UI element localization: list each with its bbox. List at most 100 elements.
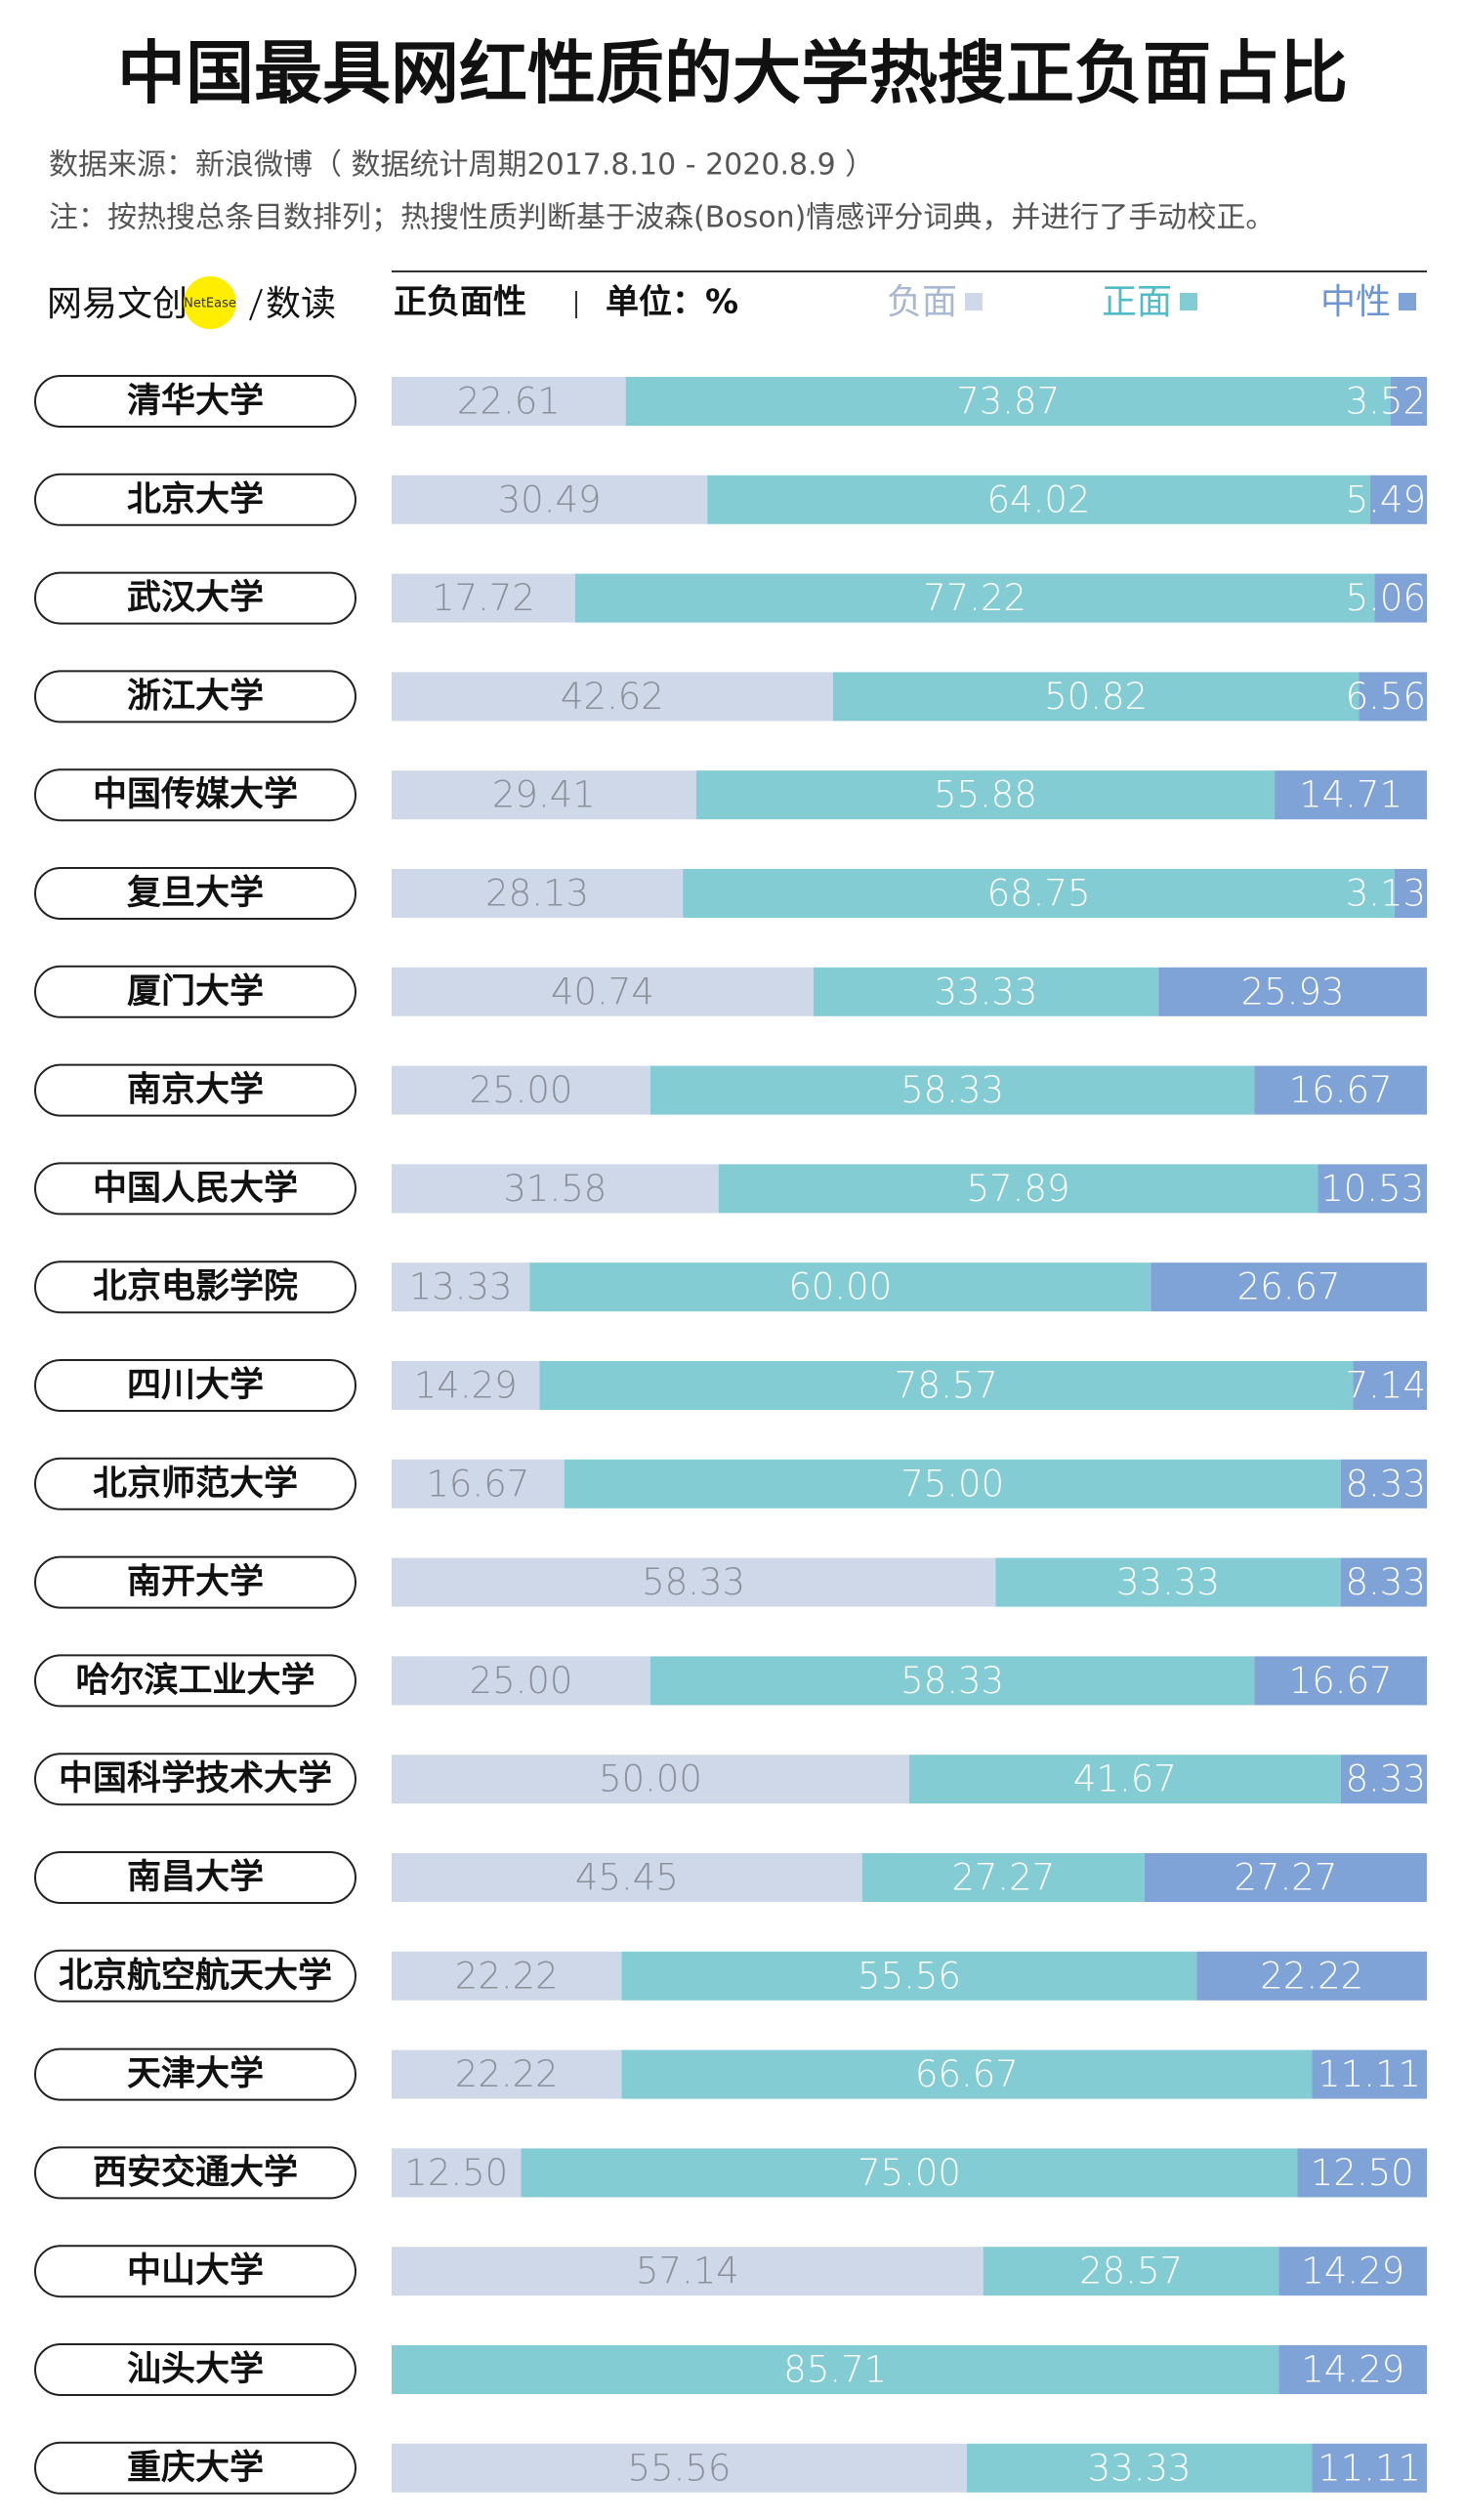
logo-sub: 数读 xyxy=(266,284,336,324)
value-label: 27.27 xyxy=(1234,1857,1337,1899)
bar-segment xyxy=(564,1459,1341,1508)
bar-segment xyxy=(529,1262,1151,1312)
value-label: 78.57 xyxy=(895,1365,998,1407)
value-label: 33.33 xyxy=(1116,1561,1220,1603)
bar-segment xyxy=(650,1656,1255,1706)
value-label: 14.29 xyxy=(414,1365,518,1407)
value-label: 22.22 xyxy=(455,2053,559,2095)
category-pill xyxy=(34,1555,356,1609)
value-label: 25.00 xyxy=(470,1069,573,1111)
bar-segment xyxy=(718,1164,1318,1214)
value-label: 58.33 xyxy=(900,1069,1004,1111)
bar-segment xyxy=(650,1065,1255,1115)
bar-segment xyxy=(392,1361,540,1410)
bar-segment xyxy=(1394,869,1428,918)
value-label: 75.00 xyxy=(858,2152,961,2194)
value-label: 40.74 xyxy=(551,971,654,1012)
bar-segment xyxy=(392,869,684,918)
value-label: 55.88 xyxy=(934,774,1037,816)
bar-segment xyxy=(695,770,1276,820)
bar-segment xyxy=(1312,2443,1427,2493)
bar-segment xyxy=(392,1853,862,1902)
bar-segment xyxy=(1144,1853,1427,1902)
bar-segment xyxy=(621,2049,1313,2099)
value-label: 22.61 xyxy=(457,381,561,423)
category-label: 浙江大学 xyxy=(127,676,264,716)
bar-segment xyxy=(1196,1951,1427,2001)
category-label: 北京大学 xyxy=(127,479,264,519)
category-pill xyxy=(34,670,356,723)
category-label: 中国科学技术大学 xyxy=(59,1758,332,1798)
value-label: 14.29 xyxy=(1301,2251,1404,2293)
legend-label: 中性 xyxy=(1320,282,1391,322)
value-label: 57.89 xyxy=(967,1168,1070,1210)
logo-circle-text: NetEase xyxy=(184,297,236,311)
bar-segment xyxy=(392,672,833,722)
bar-segment xyxy=(1297,2148,1427,2198)
value-label: 58.33 xyxy=(642,1561,745,1603)
category-pill xyxy=(34,1260,356,1314)
category-pill xyxy=(34,2343,356,2396)
value-label: 5.06 xyxy=(1346,577,1426,619)
value-label: 13.33 xyxy=(409,1266,513,1308)
value-label: 77.22 xyxy=(923,577,1026,619)
logo-brand: 网易文创 xyxy=(47,284,188,324)
bar-segment xyxy=(1353,1361,1427,1410)
legend-label: 负面 xyxy=(887,282,957,322)
category-pill xyxy=(34,768,356,822)
category-label: 南京大学 xyxy=(127,1070,264,1110)
legend-title: 正负面性 xyxy=(394,283,526,322)
value-label: 25.93 xyxy=(1241,971,1345,1012)
category-pill xyxy=(34,375,356,428)
category-pill xyxy=(34,571,356,625)
bar-segment xyxy=(1151,1262,1427,1312)
value-label: 60.00 xyxy=(788,1266,892,1308)
value-label: 8.33 xyxy=(1346,1463,1426,1505)
category-pill xyxy=(34,1851,356,1904)
bar-segment xyxy=(1254,1065,1427,1115)
chart-title: 中国最具网红性质的大学热搜正负面占比 xyxy=(117,33,1348,113)
bar-segment xyxy=(1318,1164,1427,1214)
bar-segment xyxy=(574,573,1375,623)
value-label: 30.49 xyxy=(498,478,602,520)
value-label: 66.67 xyxy=(915,2053,1019,2095)
category-label: 厦门大学 xyxy=(127,971,264,1012)
value-label: 55.56 xyxy=(858,1955,961,1997)
value-label: 26.67 xyxy=(1237,1266,1341,1308)
bar-segment xyxy=(1340,1755,1427,1804)
bar-segment xyxy=(392,1262,530,1312)
bar-segment xyxy=(1312,2049,1427,2099)
category-pill xyxy=(34,2047,356,2101)
value-label: 57.14 xyxy=(636,2251,739,2293)
bar-segment xyxy=(1374,573,1427,623)
bar-segment xyxy=(392,967,814,1016)
value-label: 11.11 xyxy=(1318,2447,1421,2489)
value-label: 14.71 xyxy=(1299,774,1402,816)
value-label: 64.02 xyxy=(987,478,1091,520)
category-label: 汕头大学 xyxy=(127,2349,264,2389)
category-label: 中山大学 xyxy=(127,2251,264,2291)
value-label: 3.52 xyxy=(1346,381,1426,423)
value-label: 22.22 xyxy=(455,1955,559,1997)
bar-segment xyxy=(707,475,1370,524)
category-label: 中国传媒大学 xyxy=(93,774,298,814)
value-label: 42.62 xyxy=(561,676,664,718)
value-label: 73.87 xyxy=(956,381,1060,423)
category-label: 南开大学 xyxy=(127,1562,264,1602)
category-pill xyxy=(34,1457,356,1510)
value-label: 11.11 xyxy=(1318,2053,1421,2095)
note: 注：按热搜总条目数排列；热搜性质判断基于波森(Boson)情感评分词典，并进行了… xyxy=(49,201,1275,235)
value-label: 5.49 xyxy=(1346,478,1426,520)
bar-segment xyxy=(392,1951,622,2001)
value-label: 14.29 xyxy=(1301,2349,1404,2391)
value-label: 75.00 xyxy=(900,1463,1004,1505)
legend-swatch xyxy=(1399,293,1416,310)
value-label: 16.67 xyxy=(1289,1660,1393,1702)
bar-segment xyxy=(392,1065,650,1115)
bar-segment xyxy=(1359,672,1427,722)
bar-segment xyxy=(392,1656,650,1706)
bar-segment xyxy=(392,1459,565,1508)
value-label: 28.13 xyxy=(485,873,589,915)
category-label: 北京师范大学 xyxy=(93,1464,298,1504)
category-label: 天津大学 xyxy=(127,2054,264,2094)
